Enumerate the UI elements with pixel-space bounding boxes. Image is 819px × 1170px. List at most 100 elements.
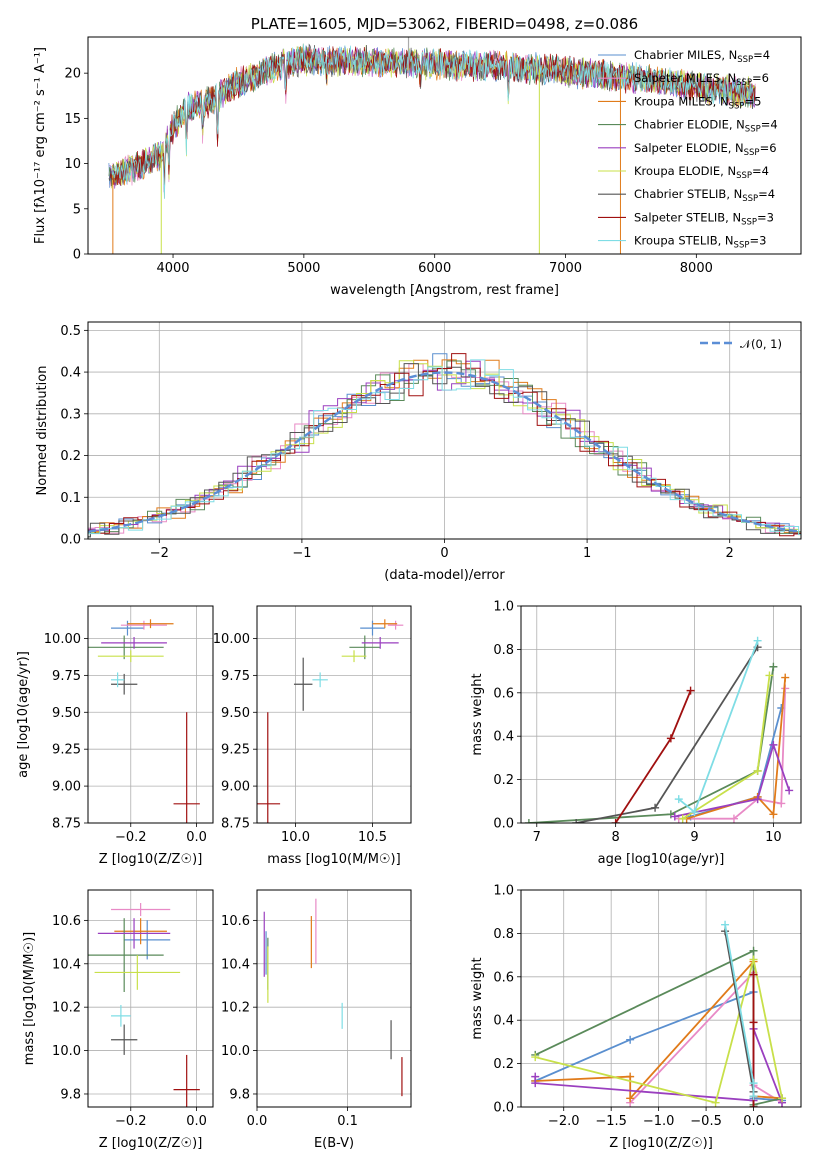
weight-marker (686, 686, 695, 695)
legend-label-sub: SSP (744, 148, 760, 158)
spectrum-series-line (110, 43, 755, 200)
y-tick-label: 0 (73, 248, 81, 263)
y-tick-label: 8.75 (52, 817, 81, 832)
y-axis-label: Normed distribution (35, 366, 50, 496)
weight-marker (753, 795, 762, 804)
weight-marker (753, 636, 762, 645)
weight-series-line (674, 741, 791, 818)
legend-label-base: Kroupa ELODIE, N (634, 164, 736, 178)
legend-label-sub: SSP (741, 217, 757, 227)
y-axis-label: Flux [fλ10⁻¹⁷ erg cm⁻² s⁻¹ A⁻¹] (33, 47, 48, 244)
weight-marker (749, 1079, 758, 1088)
weight-series-line (686, 677, 787, 820)
weight-marker (749, 1018, 758, 1027)
weight-marker (626, 1094, 635, 1103)
y-tick-label: 10.4 (52, 957, 81, 972)
age-vs-mass-chart: 10.0 10.5 8.75 9.00 9.25 9.50 9.75 10.00 mass [l… (213, 605, 412, 867)
x-tick-label: 0.0 (186, 1114, 207, 1129)
x-tick-label: 0.0 (186, 830, 207, 845)
x-tick-label: −0.2 (115, 830, 147, 845)
weight-vs-metallicity-chart: −2.0 −1.5 −1.0 −0.5 0.0 0.0 0.2 0.4 0.6 0.8 1.0 Z [… (470, 884, 802, 1151)
legend-label-base: Chabrier ELODIE, N (634, 118, 745, 132)
y-tick-label: 9.00 (221, 780, 250, 795)
y-tick-label: 10.00 (44, 632, 81, 647)
x-tick-label: 10 (765, 830, 782, 845)
y-tick-label: 10.2 (221, 1001, 250, 1016)
y-tick-label: 0.2 (493, 1057, 514, 1072)
legend-label: Chabrier STELIB, NSSP=4 (634, 187, 775, 204)
y-tick-label: 10.6 (52, 914, 81, 929)
x-tick-label: 0 (440, 546, 448, 561)
weight-marker (531, 1079, 540, 1088)
plot-area (257, 619, 404, 823)
chart-title: PLATE=1605, MJD=53062, FIBERID=0498, z=0… (251, 15, 638, 33)
legend-label-tail: =6 (760, 141, 777, 155)
data-point (387, 620, 404, 630)
x-tick-label: 5000 (287, 261, 320, 276)
legend-label: Salpeter STELIB, NSSP=3 (634, 210, 774, 227)
y-tick-label: 9.50 (221, 706, 250, 721)
data-point (127, 619, 174, 629)
x-tick-label: 9 (690, 830, 698, 845)
legend-label: Salpeter ELODIE, NSSP=6 (634, 141, 777, 158)
weight-series-line (534, 959, 783, 1104)
x-tick-label: −1.5 (595, 1114, 627, 1129)
data-point (111, 903, 171, 917)
axes-frame (256, 889, 412, 1108)
y-tick-label: 0.0 (493, 817, 514, 832)
data-point (111, 1005, 131, 1027)
y-tick-label: 9.25 (221, 743, 250, 758)
plot-area (263, 898, 403, 1097)
y-tick-label: 8.75 (221, 817, 250, 832)
legend-label-base: Salpeter ELODIE, N (634, 141, 744, 155)
data-point (111, 672, 125, 688)
x-tick-label: 4000 (156, 261, 189, 276)
weight-marker (777, 799, 786, 808)
y-tick-label: 15 (64, 112, 81, 127)
x-tick-label: 7000 (549, 261, 582, 276)
y-axis-label: mass weight (470, 673, 485, 755)
axes-frame (87, 36, 802, 255)
weight-marker (674, 795, 683, 804)
y-tick-label: 0.0 (493, 1101, 514, 1116)
axes-frame (87, 889, 214, 1108)
data-point (257, 712, 281, 823)
y-tick-label: 10.0 (52, 1044, 81, 1059)
weight-marker (769, 740, 778, 749)
data-point (88, 918, 164, 992)
data-point (360, 620, 385, 636)
x-axis-label: age [log10(age/yr)] (598, 852, 725, 867)
x-tick-label: 0.0 (743, 1114, 764, 1129)
x-axis-label: Z [log10(Z/Z☉)] (99, 852, 203, 867)
weight-marker (749, 1103, 758, 1107)
data-point (293, 657, 313, 711)
legend-label: Chabrier ELODIE, NSSP=4 (634, 118, 778, 135)
weight-marker (749, 970, 758, 979)
legend-label-tail: =6 (752, 71, 769, 85)
x-tick-label: 8 (612, 830, 620, 845)
data-point (341, 650, 367, 663)
data-point (120, 620, 167, 630)
plot-area (108, 37, 756, 254)
age-vs-metallicity-chart: −0.2 0.0 8.75 9.00 9.25 9.50 9.75 10.00 Z [log10… (16, 605, 214, 867)
x-tick-label: 2 (726, 546, 734, 561)
data-point (97, 918, 171, 949)
mass-vs-metallicity-chart: −0.2 0.0 9.8 10.0 10.2 10.4 10.6 Z [log10(Z/Z☉)… (22, 889, 214, 1151)
x-axis-label: wavelength [Angstrom, rest frame] (330, 283, 559, 298)
y-tick-label: 0.2 (60, 449, 81, 464)
weight-marker (721, 920, 730, 929)
gaussian-curve (88, 371, 801, 533)
y-axis-label: age [log10(age/yr)] (16, 651, 31, 778)
y-tick-label: 0.8 (493, 643, 514, 658)
y-tick-label: 1.0 (493, 600, 514, 615)
legend-label-tail: =4 (761, 118, 778, 132)
legend-label-tail: =4 (752, 164, 769, 178)
y-tick-label: 0.4 (60, 366, 81, 381)
legend-label-tail: =4 (753, 48, 770, 62)
legend-label-sub: SSP (737, 55, 753, 65)
legend-label-base: Salpeter STELIB, N (634, 210, 741, 224)
legend-label-sub: SSP (736, 78, 752, 88)
y-tick-label: 0.3 (60, 407, 81, 422)
weight-marker (769, 810, 778, 819)
weight-marker (749, 955, 758, 964)
